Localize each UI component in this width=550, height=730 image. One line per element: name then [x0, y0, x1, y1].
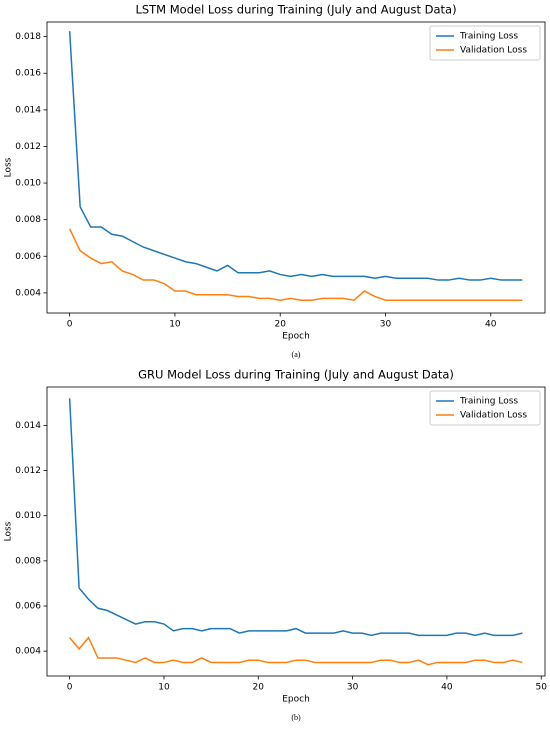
- line-series: [68, 31, 523, 281]
- x-tick-label: 30: [347, 683, 359, 693]
- chart-title: GRU Model Loss during Training (July and…: [138, 368, 454, 382]
- chart-title: LSTM Model Loss during Training (July an…: [135, 3, 456, 17]
- x-tick-label: 20: [253, 683, 265, 693]
- x-tick-label: 50: [536, 683, 548, 693]
- line-series: [68, 228, 523, 301]
- legend-box: [429, 390, 541, 426]
- x-axis-label: Epoch: [282, 695, 310, 705]
- plot-frame: [46, 386, 546, 677]
- legend-box: [429, 25, 541, 61]
- x-axis-label: Epoch: [282, 332, 310, 342]
- y-tick-label: 0.014: [15, 105, 41, 115]
- legend-label: Validation Loss: [460, 46, 527, 56]
- caption: (a): [292, 350, 301, 359]
- y-axis-label: Loss: [4, 157, 14, 177]
- y-tick-label: 0.010: [15, 179, 41, 189]
- x-tick-label: 40: [441, 683, 453, 693]
- y-tick-label: 0.008: [15, 215, 41, 225]
- x-tick-label: 10: [169, 320, 181, 330]
- x-tick-label: 0: [67, 320, 73, 330]
- caption: (b): [291, 713, 301, 722]
- legend-label: Training Loss: [459, 32, 518, 42]
- y-tick-label: 0.004: [15, 288, 41, 298]
- plot-frame: [46, 21, 546, 314]
- line-series: [68, 398, 523, 637]
- y-tick-label: 0.012: [15, 142, 41, 152]
- chart: LSTM Model Loss during Training (July an…: [4, 3, 546, 359]
- x-tick-label: 30: [380, 320, 392, 330]
- y-tick-label: 0.010: [15, 511, 41, 521]
- x-tick-label: 40: [485, 320, 497, 330]
- y-tick-label: 0.012: [15, 466, 41, 476]
- x-tick-label: 0: [67, 683, 73, 693]
- x-tick-label: 10: [158, 683, 170, 693]
- chart: GRU Model Loss during Training (July and…: [4, 368, 548, 722]
- x-tick-label: 20: [274, 320, 286, 330]
- y-tick-label: 0.006: [15, 602, 41, 612]
- y-tick-label: 0.016: [15, 69, 41, 79]
- legend-label: Training Loss: [459, 397, 518, 407]
- y-tick-label: 0.006: [15, 252, 41, 262]
- y-tick-label: 0.008: [15, 556, 41, 566]
- legend-label: Validation Loss: [460, 411, 527, 421]
- y-tick-label: 0.004: [15, 647, 41, 657]
- line-series: [69, 636, 523, 666]
- y-axis-label: Loss: [4, 521, 14, 541]
- y-tick-label: 0.018: [15, 32, 41, 42]
- y-tick-label: 0.014: [15, 421, 41, 431]
